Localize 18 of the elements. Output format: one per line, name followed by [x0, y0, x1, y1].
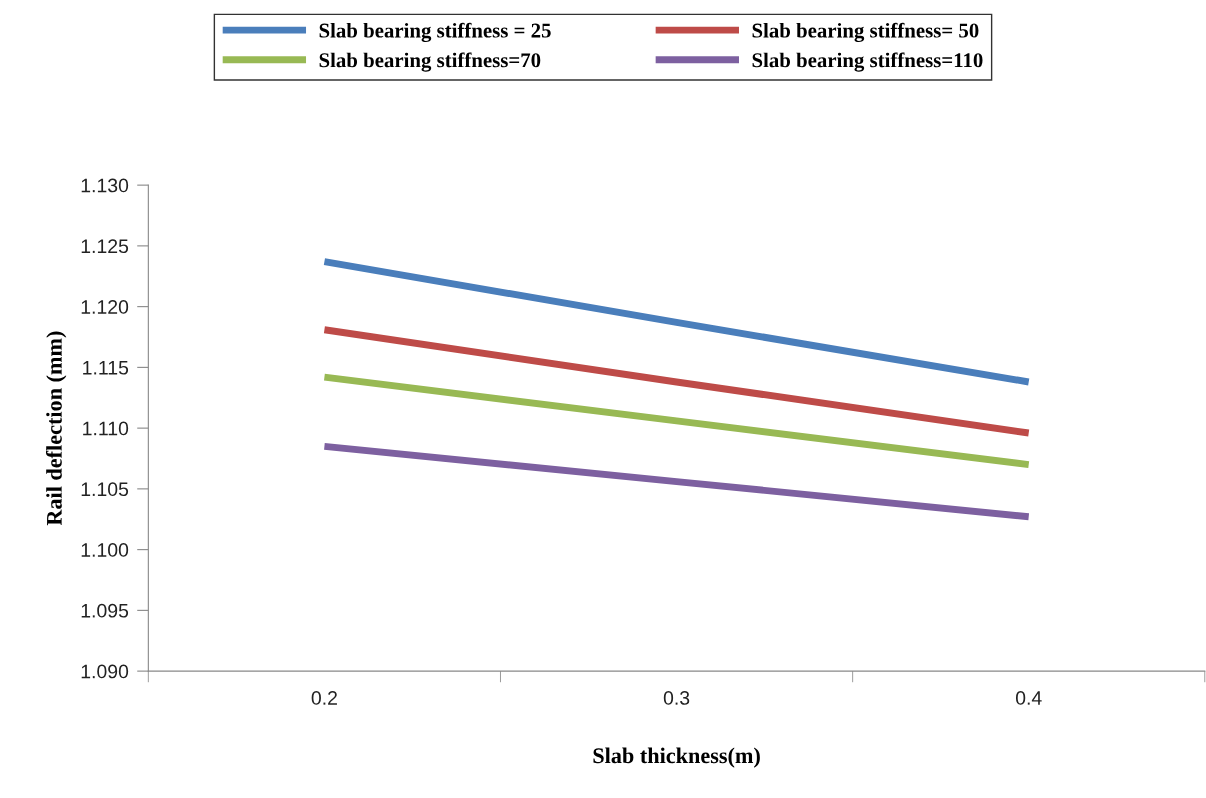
- x-tick-label: 0.3: [663, 691, 690, 705]
- y-tick-label: 1.090: [81, 664, 129, 679]
- x-tick-label: 0.4: [1015, 691, 1042, 705]
- legend-label: Slab bearing stiffness= 50: [752, 22, 979, 43]
- y-tick-label: 1.110: [83, 421, 129, 436]
- y-axis-title: Rail deflection (mm): [45, 331, 67, 526]
- y-tick-label: 1.120: [81, 300, 129, 314]
- y-tick-label: 1.095: [81, 603, 129, 618]
- legend-label: Slab bearing stiffness=110: [752, 52, 983, 72]
- x-axis-title: Slab thickness(m): [593, 747, 760, 768]
- y-tick-label: 1.115: [83, 361, 129, 375]
- x-tick-label: 0.2: [311, 691, 337, 705]
- y-tick-label: 1.105: [81, 482, 129, 497]
- legend-label: Slab bearing stiffness = 25: [319, 22, 551, 43]
- y-tick-label: 1.100: [81, 543, 129, 557]
- y-tick-label: 1.130: [81, 178, 129, 193]
- legend-label: Slab bearing stiffness=70: [319, 52, 541, 72]
- y-tick-label: 1.125: [81, 239, 129, 254]
